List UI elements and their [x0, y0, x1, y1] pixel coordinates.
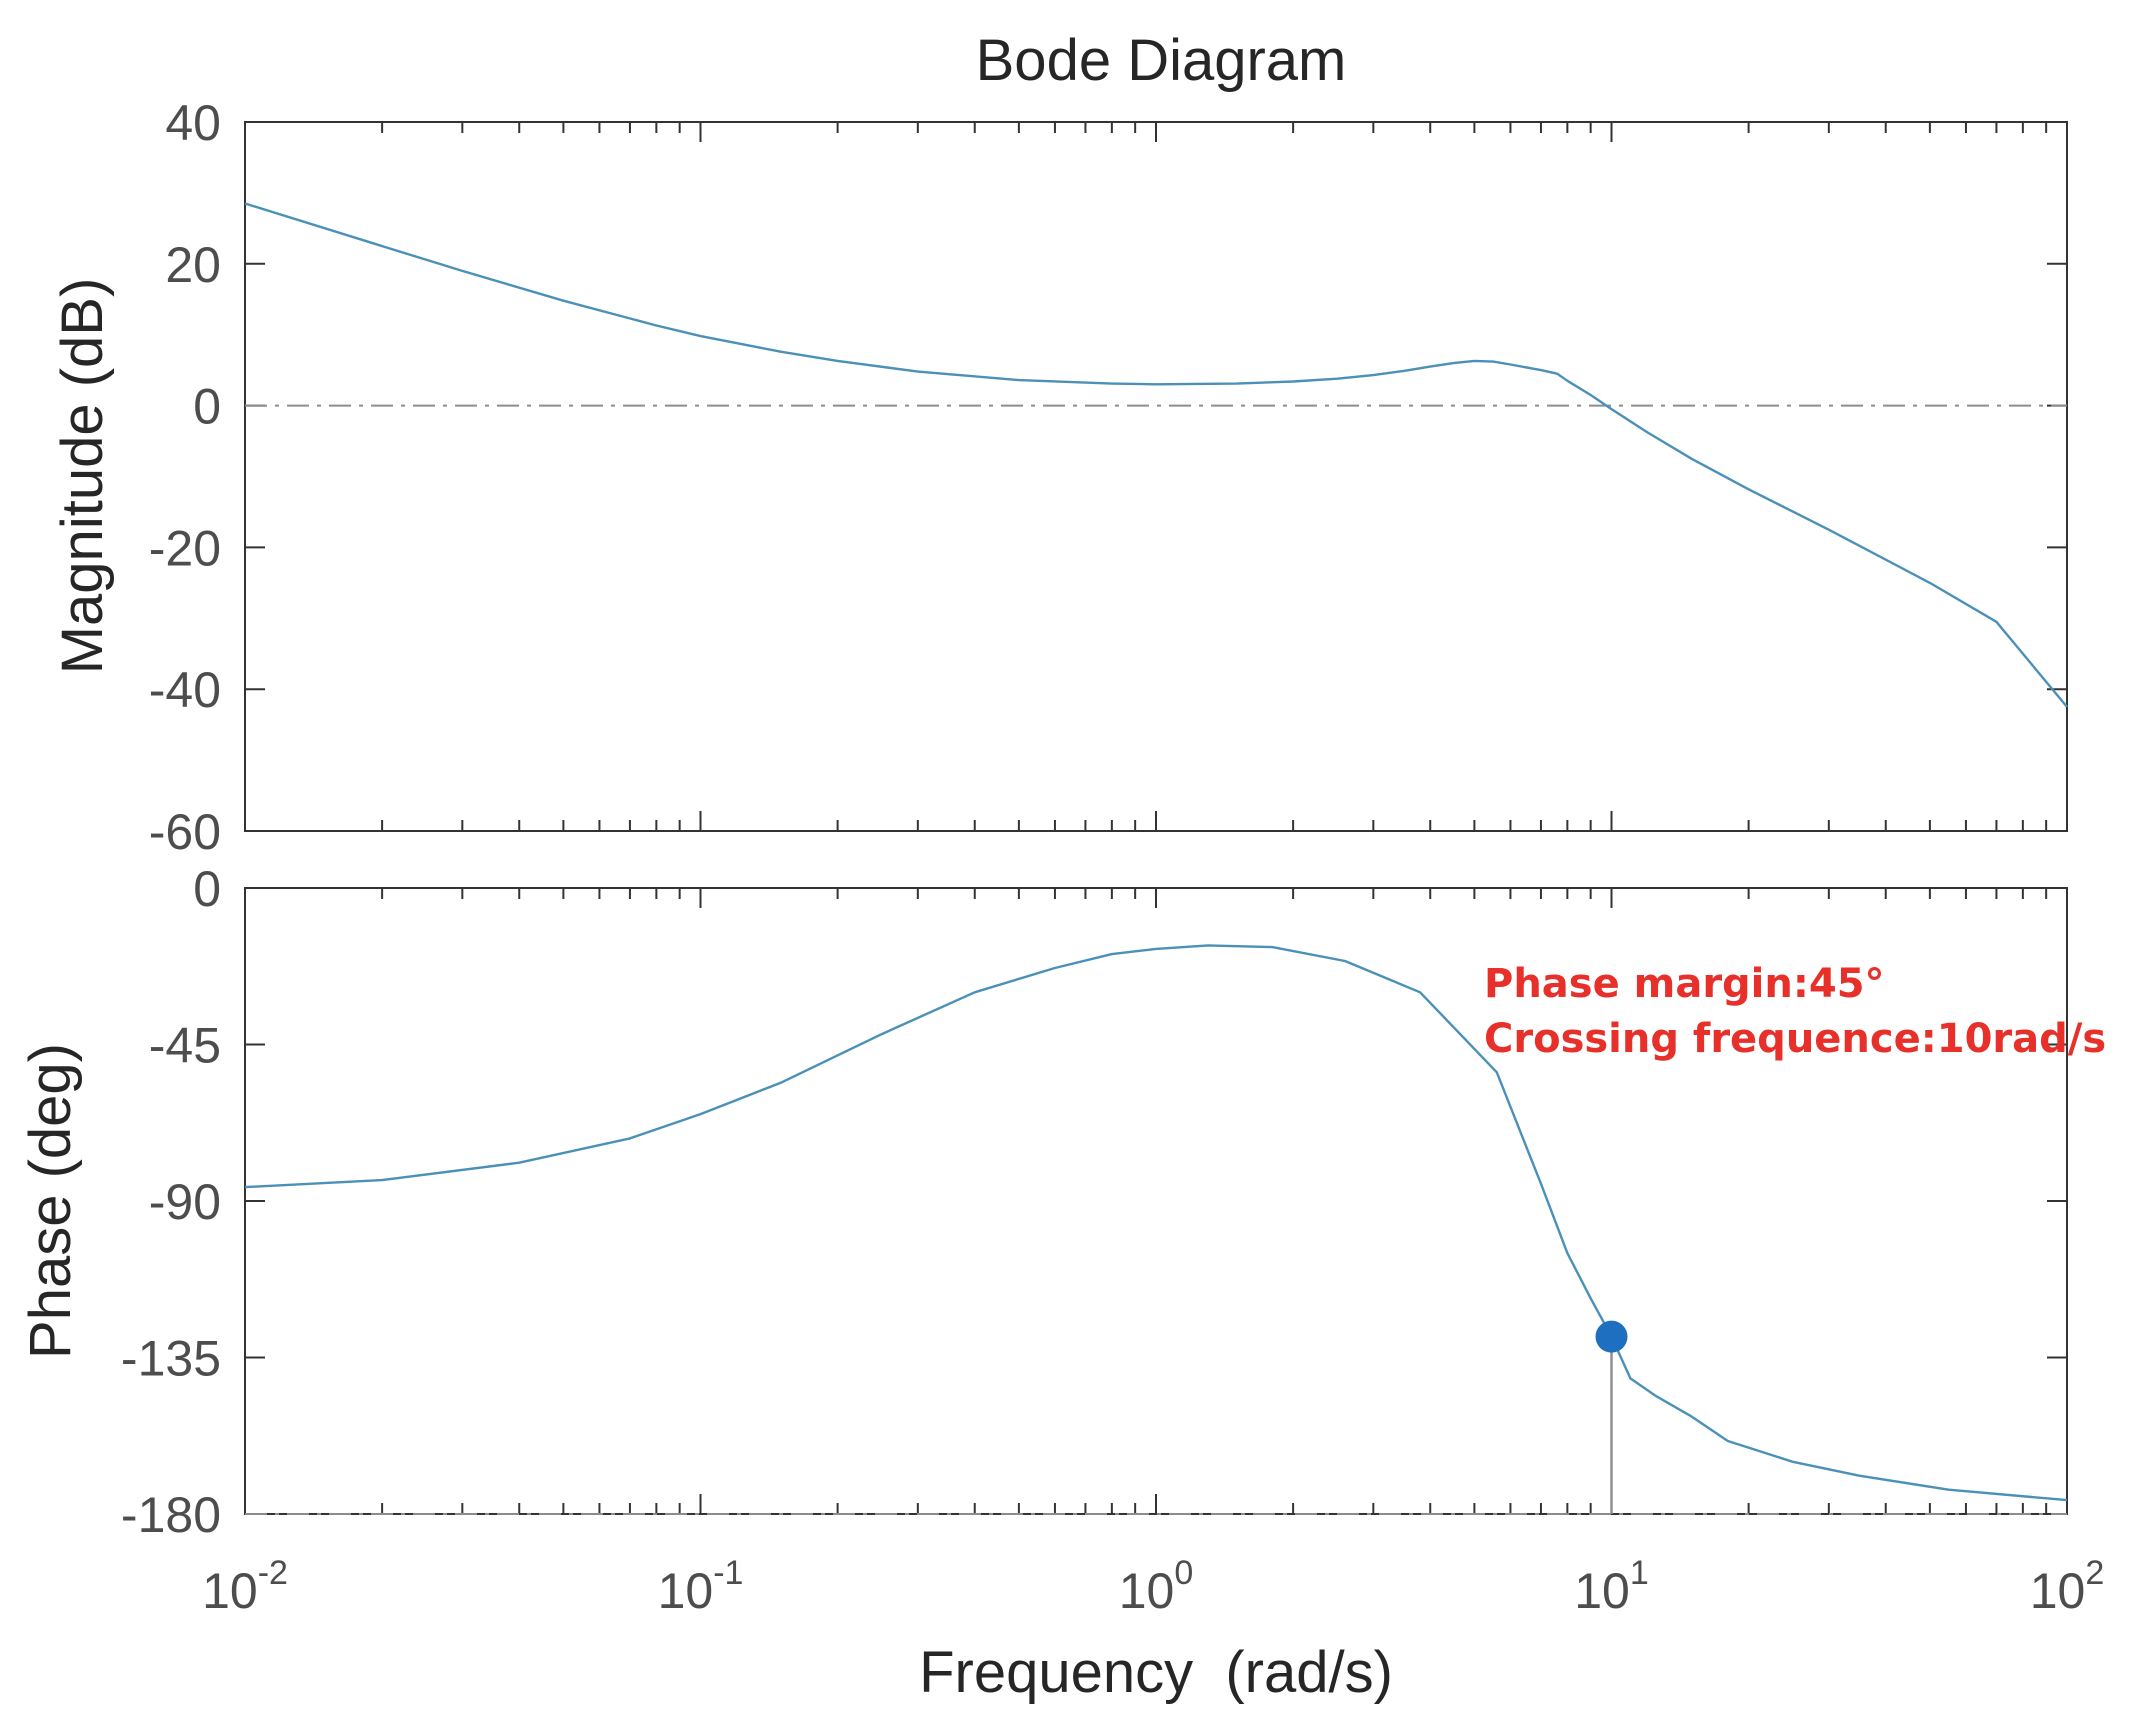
magnitude-y-ticks: 40 20 0 -20 -40 -60: [149, 95, 2067, 860]
phase-margin-annotation: Phase margin:45°: [1484, 961, 1885, 1007]
frequency-x-ticks: 10-2 10-1 100 101 102: [202, 1554, 2104, 1619]
x-tick-label: 10-1: [658, 1554, 744, 1619]
y-tick-label: -90: [149, 1174, 221, 1230]
magnitude-minor-ticks: [244, 122, 2048, 831]
phase-series-line: [244, 944, 2068, 1502]
y-tick-label: -180: [121, 1487, 221, 1543]
x-tick-label: 101: [1574, 1554, 1649, 1619]
x-tick-base: 10: [658, 1563, 714, 1619]
y-tick-label: -45: [149, 1018, 221, 1074]
x-tick-exponent: -2: [258, 1554, 288, 1592]
x-tick-base: 10: [202, 1563, 258, 1619]
x-tick-exponent: -1: [713, 1554, 743, 1592]
x-tick-label: 10-2: [202, 1554, 288, 1619]
crossing-frequency-annotation: Crossing frequence:10rad/s: [1484, 1016, 2106, 1062]
y-tick-label: 40: [165, 95, 221, 151]
x-tick-base: 10: [1574, 1563, 1630, 1619]
x-tick-exponent: 2: [2085, 1554, 2104, 1592]
x-tick-label: 102: [2030, 1554, 2105, 1619]
y-tick-label: 20: [165, 237, 221, 293]
crossover-marker-dot: [1595, 1320, 1628, 1353]
y-tick-label: -135: [121, 1331, 221, 1387]
x-tick-exponent: 0: [1174, 1554, 1193, 1592]
x-tick-exponent: 1: [1630, 1554, 1649, 1592]
magnitude-series-line: [244, 202, 2068, 708]
phase-axes: 0 -45 -90 -135 -180 Phase margin:45° Crossin…: [18, 861, 2106, 1543]
x-tick-base: 10: [1119, 1563, 1175, 1619]
y-tick-label: -40: [149, 662, 221, 718]
y-tick-label: 0: [193, 861, 221, 917]
chart-title: Bode Diagram: [976, 28, 1347, 93]
magnitude-plot-frame: [244, 121, 2068, 832]
y-tick-label: -20: [149, 520, 221, 576]
magnitude-y-axis-label: Magnitude (dB): [50, 278, 115, 675]
y-tick-label: 0: [193, 379, 221, 435]
x-tick-label: 100: [1119, 1554, 1194, 1619]
phase-y-ticks: 0 -45 -90 -135 -180: [121, 861, 2067, 1543]
phase-y-axis-label: Phase (deg): [18, 1043, 83, 1359]
x-tick-base: 10: [2030, 1563, 2086, 1619]
phase-minor-ticks: [244, 888, 2048, 1514]
phase-plot-frame: [244, 887, 2068, 1515]
x-axis-label: Frequency (rad/s): [919, 1640, 1393, 1705]
magnitude-axes: 40 20 0 -20 -40 -60 Magnitude (dB): [50, 95, 2068, 860]
y-tick-label: -60: [149, 804, 221, 860]
